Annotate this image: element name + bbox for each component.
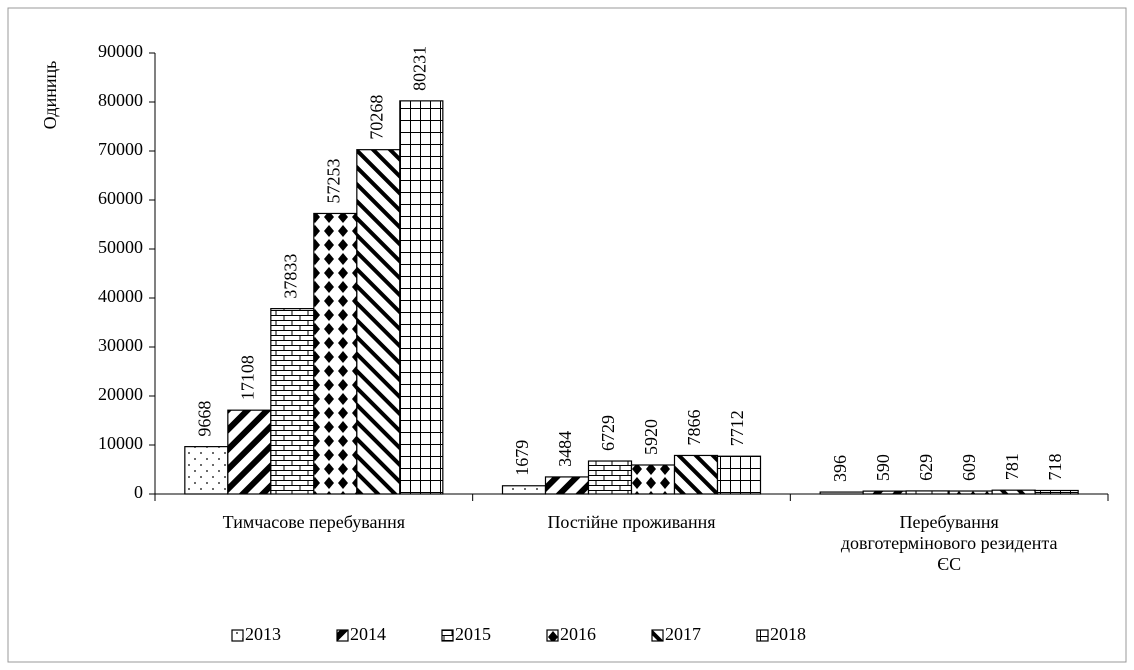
bar [948,490,993,495]
bar [399,100,444,495]
data-label: 5920 [641,419,661,455]
data-label: 6729 [598,415,618,451]
legend-swatch [231,629,244,642]
legend-label: 2017 [665,624,701,644]
data-label: 1679 [512,440,532,476]
data-label: 609 [959,454,979,481]
bar [716,455,762,495]
bar [184,446,229,495]
legend-label: 2018 [770,624,806,644]
legend-swatch [336,629,349,642]
data-label: 396 [830,455,850,482]
y-tick-label: 80000 [98,90,143,110]
bar [905,490,950,495]
bar [587,460,633,495]
bar [862,490,907,495]
y-tick-label: 40000 [98,286,143,306]
bar [544,476,590,495]
data-label: 718 [1045,453,1065,480]
data-label: 781 [1002,453,1022,480]
legend-label: 2014 [350,624,386,644]
legend-swatch [441,629,454,642]
data-label: 37833 [280,254,300,299]
y-tick-label: 60000 [98,188,143,208]
legend-swatch [756,629,769,642]
data-label: 9668 [194,401,214,437]
data-label: 70268 [366,95,386,140]
data-label: 3484 [555,431,575,467]
y-axis-label: Одиниць [40,61,60,130]
bar [227,409,272,495]
legend-swatch [546,629,559,642]
y-tick-label: 10000 [98,433,143,453]
bar [1034,489,1079,495]
legend-swatch [651,629,664,642]
data-label: 57253 [323,158,343,203]
bar [356,149,401,495]
bar [270,308,315,495]
y-tick-label: 20000 [98,384,143,404]
y-tick-label: 0 [134,482,143,502]
data-label: 80231 [409,46,429,91]
frame [7,7,1127,663]
y-tick-label: 50000 [98,237,143,257]
x-tick-label: Перебування довготермінового резидента Є… [840,512,1058,574]
data-label: 629 [916,454,936,481]
bar [630,464,676,495]
legend-label: 2013 [245,624,281,644]
legend-label: 2015 [455,624,491,644]
x-tick-label: Тимчасове перебування [222,512,406,532]
y-tick-label: 30000 [98,335,143,355]
bar [673,454,719,495]
x-tick-label: Постійне проживання [547,512,716,532]
bar [819,491,864,495]
bar [991,489,1036,495]
data-label: 590 [873,454,893,481]
legend-label: 2016 [560,624,596,644]
y-tick-label: 90000 [98,41,143,61]
bar [313,212,358,495]
y-tick-label: 70000 [98,139,143,159]
data-label: 7712 [727,410,747,446]
data-label: 7866 [684,409,704,445]
bar [501,485,547,495]
data-label: 17108 [237,355,257,400]
